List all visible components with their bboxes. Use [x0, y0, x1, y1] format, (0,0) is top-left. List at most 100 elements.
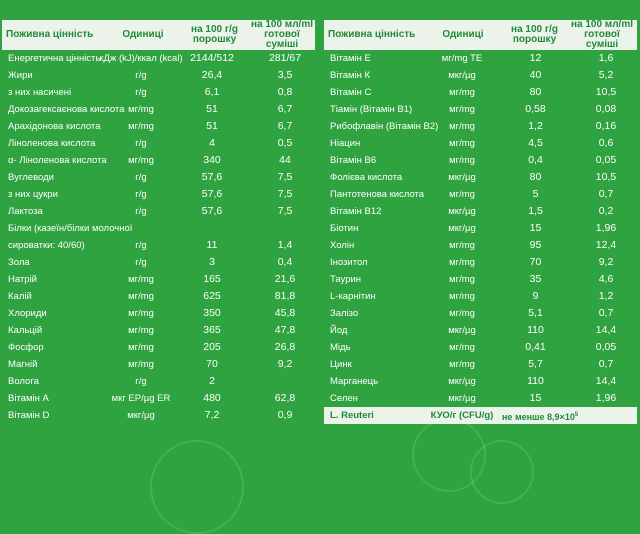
table-row: Ніацин мг/mg 4,5 0,6 [324, 135, 637, 152]
table-row: Калій мг/mg 625 81,8 [2, 288, 315, 305]
cell-per-100g: 51 [206, 120, 218, 132]
table-row: Тіамін (Вітамін В1) мг/mg 0,58 0,08 [324, 101, 637, 118]
header-units: Одиниці [122, 29, 164, 40]
cell-nutrient: Вуглеводи [8, 172, 54, 183]
cell-per-100g: 110 [527, 375, 544, 387]
cell-nutrient: Волога [8, 376, 39, 387]
cell-per-100ml: 10,5 [595, 171, 617, 183]
cell-per-100g: 26,4 [201, 69, 223, 81]
cell-per-100g: 165 [203, 273, 221, 285]
cell-per-100g: 110 [527, 324, 544, 336]
cell-unit: г/g [135, 376, 147, 387]
cell-per-100g: 4,5 [528, 137, 543, 149]
cell-unit: мг/mg [449, 359, 475, 370]
cell-unit: мкг/µg [448, 325, 476, 336]
table-row: Рибофлавін (Вітамін В2) мг/mg 1,2 0,16 [324, 118, 637, 135]
cell-nutrient: Магній [8, 359, 38, 370]
cell-per-100ml [255, 373, 315, 390]
header-per-100g: на 100 г/g порошку [191, 24, 238, 45]
cell-per-100ml: 281/67 [268, 52, 302, 64]
cell-per-100ml: 7,5 [277, 205, 293, 217]
cell-unit: мг/mg [128, 325, 154, 336]
table-row: Хлориди мг/mg 350 45,8 [2, 305, 315, 322]
cell-unit: мг/mg [449, 121, 475, 132]
table-row: Селен мкг/µg 15 1,96 [324, 390, 637, 407]
cell-nutrient: Натрій [8, 274, 37, 285]
cell-per-100g: 57,6 [201, 205, 223, 217]
cell-unit: мг/mg [449, 240, 475, 251]
cell-nutrient: Хлориди [8, 308, 47, 319]
cell-per-100g: 205 [203, 341, 221, 353]
cell-unit: мг/mg [128, 104, 154, 115]
cell-per-100ml: 44 [279, 154, 291, 166]
cell-nutrient: з них насичені [8, 87, 72, 98]
table-row: Залізо мг/mg 5,1 0,7 [324, 305, 637, 322]
table-row: Біотин мкг/µg 15 1,96 [324, 220, 637, 237]
cell-unit: мг/mg [449, 308, 475, 319]
table-row: Вітамін К мкг/µg 40 5,2 [324, 67, 637, 84]
table-row: Цинк мг/mg 5,7 0,7 [324, 356, 637, 373]
cell-nutrient: Рибофлавін (Вітамін В2) [330, 121, 439, 132]
cell-nutrient: Ніацин [330, 138, 361, 149]
cell-unit: мг/mg [128, 342, 154, 353]
cell-per-100ml: 1,96 [595, 222, 617, 234]
cell-unit: мг/mg [128, 308, 154, 319]
header-per-100ml: на 100 мл/ml готової суміші [570, 19, 634, 50]
table-header: Поживна цінність Одиниці на 100 г/g поро… [324, 20, 637, 50]
table-row: з них насичені г/g 6,1 0,8 [2, 84, 315, 101]
header-per-100ml: на 100 мл/ml готової суміші [250, 19, 314, 50]
table-row: Вітамін D мкг/µg 7,2 0,9 [2, 407, 315, 424]
cell-nutrient: Фосфор [8, 342, 44, 353]
cell-per-100ml: 0,2 [598, 205, 614, 217]
cell-unit: мг/mg [449, 274, 475, 285]
cell-per-100g: 15 [529, 392, 542, 404]
cell-nutrient: Докозагексаєнова кислота [8, 104, 125, 115]
cell-per-100g: 80 [529, 86, 542, 98]
cell-per-100ml: 0,6 [598, 137, 614, 149]
cell-nutrient: Вітамін Е [330, 53, 371, 64]
cell-per-100ml: 6,7 [277, 103, 293, 115]
table-row: Вітамін Е мг/mg TE 12 1,6 [324, 50, 637, 67]
cell-per-100ml: 81,8 [274, 290, 296, 302]
table-row: Лактоза г/g 57,6 7,5 [2, 203, 315, 220]
cell-per-100ml: 0,05 [595, 341, 617, 353]
cell-nutrient: Фолієва кислота [330, 172, 403, 183]
cell-per-100ml: 9,2 [598, 256, 614, 268]
cell-per-100g: 1,5 [528, 205, 543, 217]
cell-nutrient: Вітамін А [8, 393, 49, 404]
table-row: Йод мкг/µg 110 14,4 [324, 322, 637, 339]
cell-per-100g: 80 [529, 171, 542, 183]
cell-per-100ml: 0,5 [277, 137, 293, 149]
cell-unit: мкг/µg [448, 376, 476, 387]
table-row: L-карнітин мг/mg 9 1,2 [324, 288, 637, 305]
table-body: Вітамін Е мг/mg TE 12 1,6 Вітамін К мкг/µg 40 5… [324, 50, 637, 407]
table-row: Інозитол мг/mg 70 9,2 [324, 254, 637, 271]
cell-per-100ml: 12,4 [595, 239, 617, 251]
cell-per-100g: 4 [209, 137, 215, 149]
cell-per-100ml: 0,05 [595, 154, 617, 166]
cell-per-100ml: 0,16 [595, 120, 617, 132]
cell-unit: мг/mg [449, 87, 475, 98]
cell-unit: г/g [135, 240, 147, 251]
cell-per-100ml: 0,08 [595, 103, 617, 115]
cell-unit: мг/mg [128, 359, 154, 370]
cell-per-100g: 6,1 [204, 86, 220, 98]
cell-nutrient: L-карнітин [330, 291, 376, 302]
cell-unit: мкг/µg [448, 223, 476, 234]
cell-per-100ml: 3,5 [277, 69, 293, 81]
table-row: Вітамін В6 мг/mg 0,4 0,05 [324, 152, 637, 169]
table-row: Енергетична цінність кДж (kJ)/ккал (kcal)… [2, 50, 315, 67]
cell-nutrient: Ліноленова кислота [8, 138, 96, 149]
cell-unit: мг/mg [128, 291, 154, 302]
cell-per-100g: 35 [529, 273, 542, 285]
table-row: Вітамін А мкг ЕР/µg ER 480 62,8 [2, 390, 315, 407]
table-body: Енергетична цінність кДж (kJ)/ккал (kcal)… [2, 50, 315, 424]
table-row: Докозагексаєнова кислота мг/mg 51 6,7 [2, 101, 315, 118]
cell-per-100ml: 5,2 [598, 69, 614, 81]
cell-nutrient: Мідь [330, 342, 351, 353]
cell-nutrient: Калій [8, 291, 32, 302]
cell-per-100ml: 0,9 [277, 409, 293, 421]
cell-unit: г/g [135, 172, 147, 183]
cell-per-100g: 625 [203, 290, 221, 302]
cell-nutrient: Кальцій [8, 325, 43, 336]
